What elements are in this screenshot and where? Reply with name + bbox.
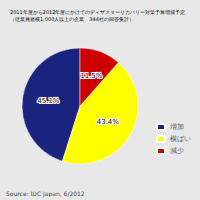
svg-text:減少: 減少 bbox=[170, 147, 184, 155]
svg-text:11.5%: 11.5% bbox=[80, 72, 103, 80]
svg-text:増加: 増加 bbox=[169, 122, 184, 131]
svg-text:Source: IDC Japan, 6/2012: Source: IDC Japan, 6/2012 bbox=[6, 190, 85, 198]
svg-text:2011年度から2012年度にかけてのディザスターリカバリー: 2011年度から2012年度にかけてのディザスターリカバリー対策予算増減予定 bbox=[10, 9, 185, 15]
svg-text:（従業員規模1,000人以上の企業、344社の回答集計）: （従業員規模1,000人以上の企業、344社の回答集計） bbox=[10, 16, 134, 22]
svg-text:43.4%: 43.4% bbox=[97, 118, 120, 126]
svg-text:45.1%: 45.1% bbox=[37, 97, 60, 105]
svg-text:横ばい: 横ばい bbox=[170, 135, 191, 143]
